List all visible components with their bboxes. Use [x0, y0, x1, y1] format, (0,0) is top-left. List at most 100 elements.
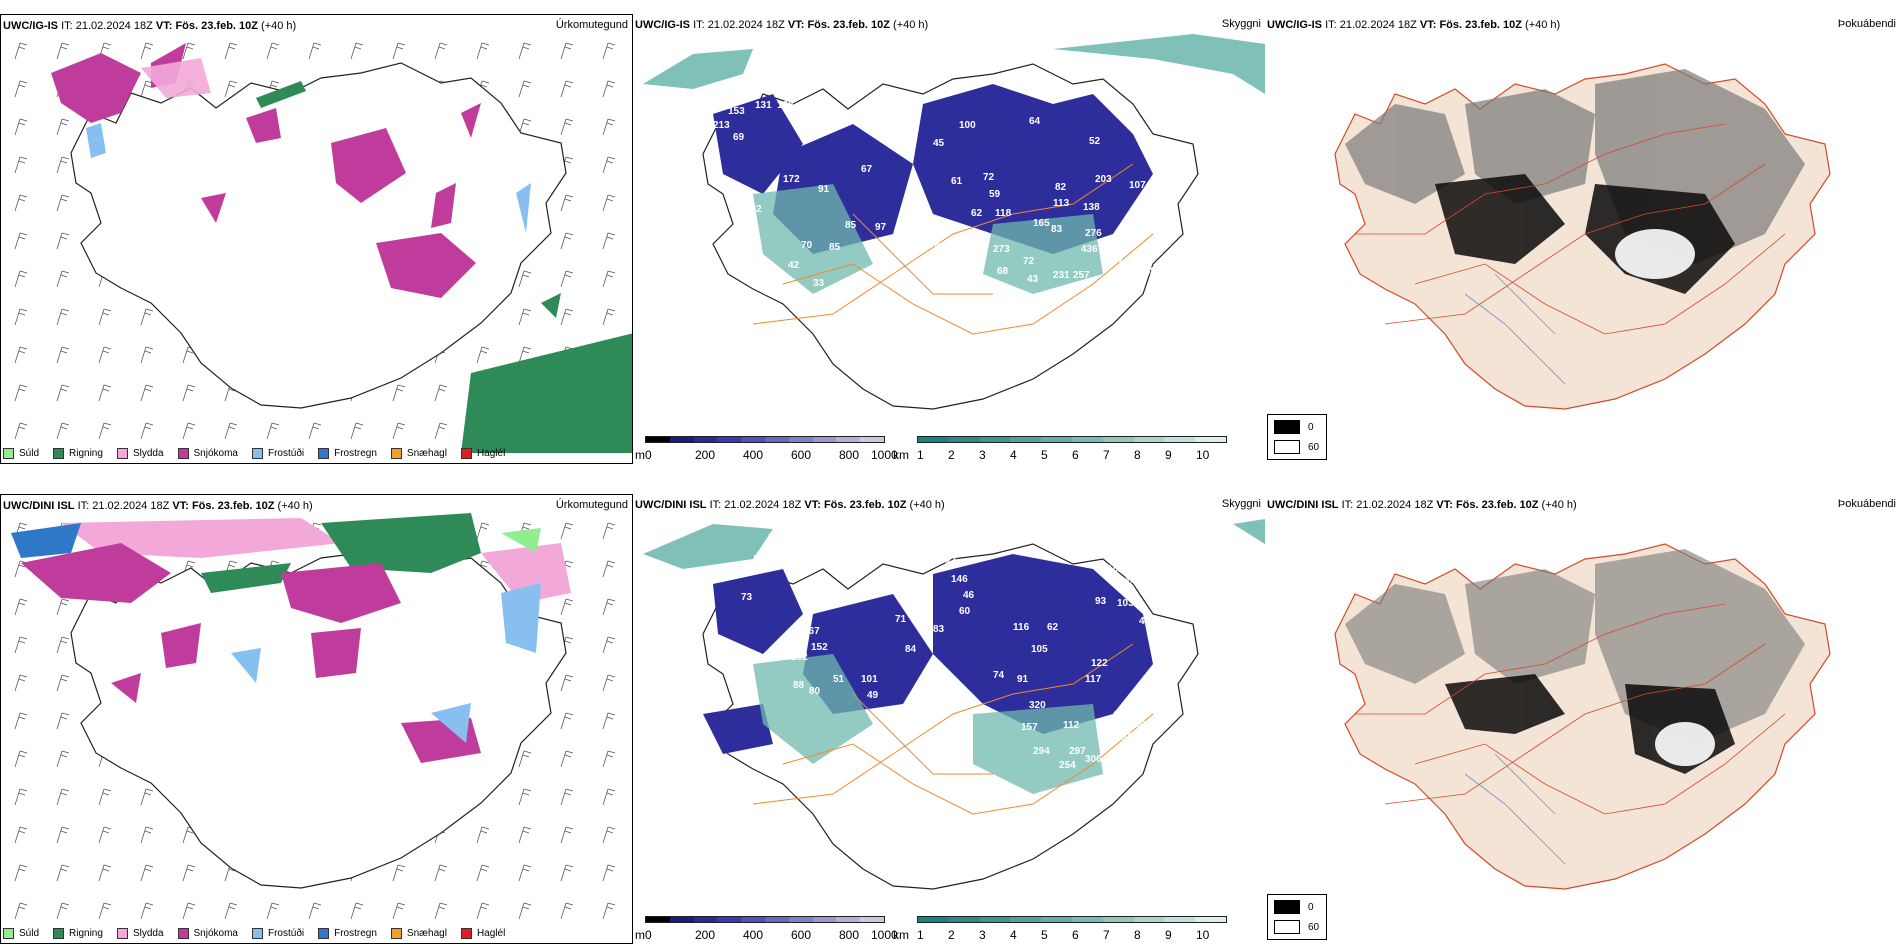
fog-panel-top: UWC/IG-IS IT: 21.02.2024 18Z VT: Fös. 23… — [1265, 14, 1900, 464]
vis-label: 107 — [1129, 268, 1146, 279]
precip-map — [1, 33, 632, 453]
vis-label: 85 — [829, 242, 841, 253]
colorbar-strip — [645, 436, 885, 443]
colorbar-tick: 0 — [645, 448, 652, 462]
vis-label: 115 — [1117, 732, 1134, 743]
vis-label: 122 — [1091, 658, 1108, 669]
vis-label: 63 — [1113, 710, 1125, 721]
vis-label: 254 — [1059, 760, 1076, 771]
snow-depth-colorbar: m 0 200 400 600 800 1000 km 1 2 3 4 5 6 … — [635, 916, 1255, 944]
vis-label: 273 — [993, 244, 1010, 255]
product-name: Skyggni — [1221, 18, 1261, 30]
colorbar-tick: 400 — [743, 448, 764, 462]
legend-swatch — [53, 928, 65, 939]
vis-label: 77 — [953, 244, 965, 255]
precip-type-panel-bottom: UWC/DINI ISL IT: 21.02.2024 18Z VT: Fös.… — [0, 494, 633, 944]
vis-label: 80 — [809, 686, 821, 697]
vis-label: 78 — [929, 240, 941, 251]
visibility-map — [643, 519, 1265, 890]
vis-label: 276 — [1085, 228, 1102, 239]
fog-swatch-dark — [1274, 420, 1300, 434]
vis-label: 116 — [1013, 622, 1030, 633]
precip-type-panel-top: UWC/IG-IS IT: 21.02.2024 18Z VT: Fös. 23… — [0, 14, 633, 464]
legend-item-drizzle: Súld — [3, 928, 39, 939]
vis-label: 107 — [1129, 180, 1146, 191]
vis-label: 42 — [788, 260, 800, 271]
snow-depth-colorbar: m 0 200 400 600 800 1000 km 1 2 3 4 5 6 … — [635, 436, 1255, 464]
vis-label: 52 — [1089, 136, 1101, 147]
vis-label: 61 — [951, 176, 963, 187]
colorbar-unit: km — [893, 928, 909, 942]
vis-label: 116 — [753, 554, 770, 565]
legend-item-snow: Snjókoma — [177, 928, 238, 939]
vis-label: 257 — [1073, 270, 1090, 281]
vis-label: 203 — [1095, 174, 1112, 185]
panel-header: UWC/IG-IS IT: 21.02.2024 18Z VT: Fös. 23… — [1267, 19, 1561, 31]
vis-label: 100 — [768, 532, 785, 543]
legend-item-freezing-rain: Frostregn — [318, 928, 377, 939]
vis-label: 68 — [997, 266, 1009, 277]
fog-swatch-light — [1274, 920, 1300, 934]
colorbar-tick: 4 — [1010, 928, 1017, 942]
vis-label: 167 — [803, 626, 820, 637]
vis-label: 85 — [801, 134, 813, 145]
vis-label: 74 — [993, 670, 1005, 681]
vis-label: 59 — [989, 189, 1001, 200]
colorbar-tick: 7 — [1103, 928, 1110, 942]
vis-label: 67 — [861, 164, 873, 175]
panel-header: UWC/DINI ISL IT: 21.02.2024 18Z VT: Fös.… — [635, 499, 945, 511]
product-name: Úrkomutegund — [555, 19, 628, 31]
vis-label: 69 — [733, 132, 745, 143]
vis-label: 165 — [1033, 218, 1050, 229]
vis-label: 83 — [1051, 224, 1063, 235]
vis-label: 152 — [811, 642, 828, 653]
legend-item-freezing-drizzle: Frostúði — [251, 928, 304, 939]
legend-swatch — [177, 928, 189, 939]
panel-header: UWC/DINI ISL IT: 21.02.2024 18Z VT: Fös.… — [1267, 499, 1577, 511]
colorbar-tick: 3 — [979, 448, 986, 462]
vis-label: 47 — [945, 556, 957, 567]
precip-legend: Súld Rigning Slydda Snjókoma Frostúði Fr… — [3, 448, 505, 459]
vis-label: 61 — [1169, 664, 1181, 675]
vis-label: 78 — [899, 234, 911, 245]
legend-swatch — [53, 448, 65, 459]
colorbar-tick: 6 — [1072, 448, 1079, 462]
fog-map — [1334, 543, 1831, 890]
colorbar-tick: 6 — [1072, 928, 1079, 942]
vis-label: 157 — [1021, 722, 1038, 733]
colorbar-tick: 600 — [791, 928, 812, 942]
vis-label: 71 — [895, 614, 907, 625]
legend-item-freezing-rain: Frostregn — [318, 448, 377, 459]
vis-label: 294 — [1033, 746, 1050, 757]
vis-label: 131 — [755, 100, 772, 111]
vis-label: 202 — [745, 204, 762, 215]
vis-label: 100 — [959, 120, 976, 131]
legend-swatch — [318, 448, 330, 459]
vis-label: 146 — [785, 552, 802, 563]
vis-label: 71 — [931, 694, 943, 705]
colorbar-tick: 4 — [1010, 448, 1017, 462]
colorbar-tick: 2 — [948, 928, 955, 942]
colorbar-tick: 10 — [1196, 928, 1210, 942]
vis-label: 118 — [995, 208, 1012, 219]
vis-label: 306 — [1085, 754, 1102, 765]
vis-label: 200 — [1065, 550, 1082, 561]
vis-label: 63 — [1111, 254, 1123, 265]
fog-panel-bottom: UWC/DINI ISL IT: 21.02.2024 18Z VT: Fös.… — [1265, 494, 1900, 944]
colorbar-tick: 10 — [1196, 448, 1210, 462]
colorbar-tick: 7 — [1103, 448, 1110, 462]
vis-label: 153 — [728, 106, 745, 117]
vis-label: 52 — [1163, 210, 1175, 221]
vis-label: 62 — [1047, 622, 1059, 633]
vis-label: 43 — [1139, 616, 1151, 627]
vis-label: 83 — [933, 624, 945, 635]
vis-label: 60 — [959, 606, 971, 617]
legend-swatch — [390, 448, 402, 459]
legend-swatch — [251, 448, 263, 459]
vis-label: 33 — [813, 278, 825, 289]
colorbar-strip — [917, 436, 1227, 443]
colorbar-tick: 9 — [1165, 448, 1172, 462]
precip-map — [1, 513, 632, 933]
colorbar-tick: 5 — [1041, 448, 1048, 462]
vis-label: 46 — [963, 590, 975, 601]
